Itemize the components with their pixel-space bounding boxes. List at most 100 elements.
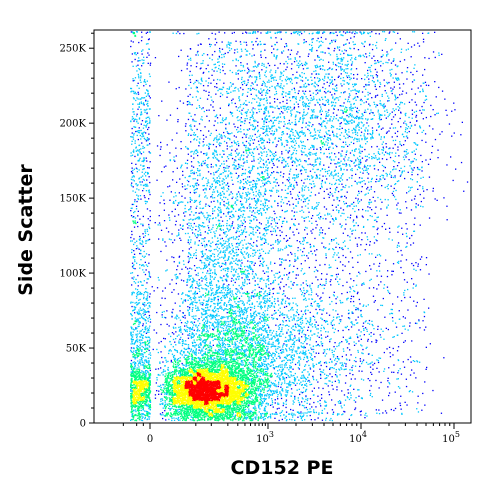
event-dot: [159, 363, 160, 364]
event-dot: [164, 384, 165, 385]
event-dot: [193, 375, 194, 376]
event-dot: [172, 390, 173, 391]
event-dot: [169, 384, 170, 385]
event-dot: [210, 362, 211, 363]
event-dot: [140, 393, 141, 394]
event-dot: [156, 382, 157, 383]
event-dot: [144, 410, 145, 411]
event-dot: [140, 386, 141, 387]
event-dot: [186, 374, 187, 375]
event-dot: [204, 387, 205, 388]
event-dot: [251, 378, 252, 379]
event-dot: [299, 394, 300, 395]
event-dot: [182, 394, 183, 395]
event-dot: [144, 390, 145, 391]
event-dot: [170, 410, 171, 411]
event-dot: [177, 363, 178, 364]
event-dot: [182, 408, 183, 409]
event-dot: [141, 407, 142, 408]
event-dot: [164, 410, 165, 411]
event-dot: [190, 368, 191, 369]
event-dot: [240, 414, 241, 415]
event-dot: [196, 365, 197, 366]
event-dot: [240, 399, 241, 400]
event-dot: [165, 400, 166, 401]
event-dot: [139, 419, 140, 420]
event-dot: [168, 370, 169, 371]
event-dot: [137, 388, 138, 389]
event-dot: [208, 361, 209, 362]
event-dot: [145, 399, 146, 400]
event-dot: [213, 405, 214, 406]
event-dot: [162, 400, 163, 401]
event-dot: [226, 365, 227, 366]
event-dot: [171, 385, 172, 386]
event-dot: [209, 385, 210, 386]
event-dot: [211, 410, 212, 411]
event-dot: [138, 406, 139, 407]
event-dot: [165, 373, 166, 374]
event-dot: [137, 367, 138, 368]
event-dot: [160, 401, 161, 402]
event-dot: [138, 375, 139, 376]
event-dot: [167, 405, 168, 406]
event-dot: [174, 411, 175, 412]
event-dot: [168, 419, 169, 420]
event-dot: [177, 409, 178, 410]
event-dot: [166, 384, 167, 385]
event-dot: [144, 388, 145, 389]
event-dot: [213, 359, 214, 360]
event-dot: [190, 386, 191, 387]
event-dot: [251, 373, 252, 374]
event-dot: [186, 408, 187, 409]
event-dot: [188, 404, 189, 405]
event-dot: [210, 381, 211, 382]
event-dot: [171, 408, 172, 409]
event-dot: [209, 365, 210, 366]
event-dot: [144, 383, 145, 384]
event-dot: [188, 396, 189, 397]
event-dot: [281, 394, 282, 395]
event-dot: [226, 409, 227, 410]
event-dot: [239, 380, 240, 381]
event-dot: [145, 371, 146, 372]
event-dot: [160, 385, 161, 386]
event-dot: [169, 399, 170, 400]
event-dot: [225, 409, 226, 410]
event-dot: [171, 418, 172, 419]
event-dot: [219, 403, 220, 404]
event-dot: [248, 410, 249, 411]
event-dot: [166, 399, 167, 400]
event-dot: [216, 420, 217, 421]
event-dot: [168, 408, 169, 409]
event-dot: [185, 366, 186, 367]
event-dot: [172, 374, 173, 375]
event-dot: [137, 415, 138, 416]
event-dot: [171, 420, 172, 421]
event-dot: [158, 394, 159, 395]
event-dot: [138, 364, 139, 365]
event-dot: [175, 366, 176, 367]
event-dot: [171, 397, 172, 398]
event-dot: [136, 406, 137, 407]
event-dot: [183, 388, 184, 389]
event-dot: [150, 370, 151, 371]
event-dot: [263, 402, 264, 403]
event-dot: [156, 377, 157, 378]
event-dot: [165, 386, 166, 387]
event-dot: [165, 402, 166, 403]
event-dot: [186, 404, 187, 405]
event-dot: [168, 385, 169, 386]
event-dot: [178, 362, 179, 363]
event-dot: [169, 406, 170, 407]
event-dot: [162, 418, 163, 419]
event-dot: [171, 416, 172, 417]
event-dot: [178, 373, 179, 374]
event-dot: [198, 368, 199, 369]
event-dot: [240, 374, 241, 375]
event-dot: [160, 367, 161, 368]
event-dot: [174, 400, 175, 401]
event-dot: [219, 419, 220, 420]
event-dot: [245, 375, 246, 376]
